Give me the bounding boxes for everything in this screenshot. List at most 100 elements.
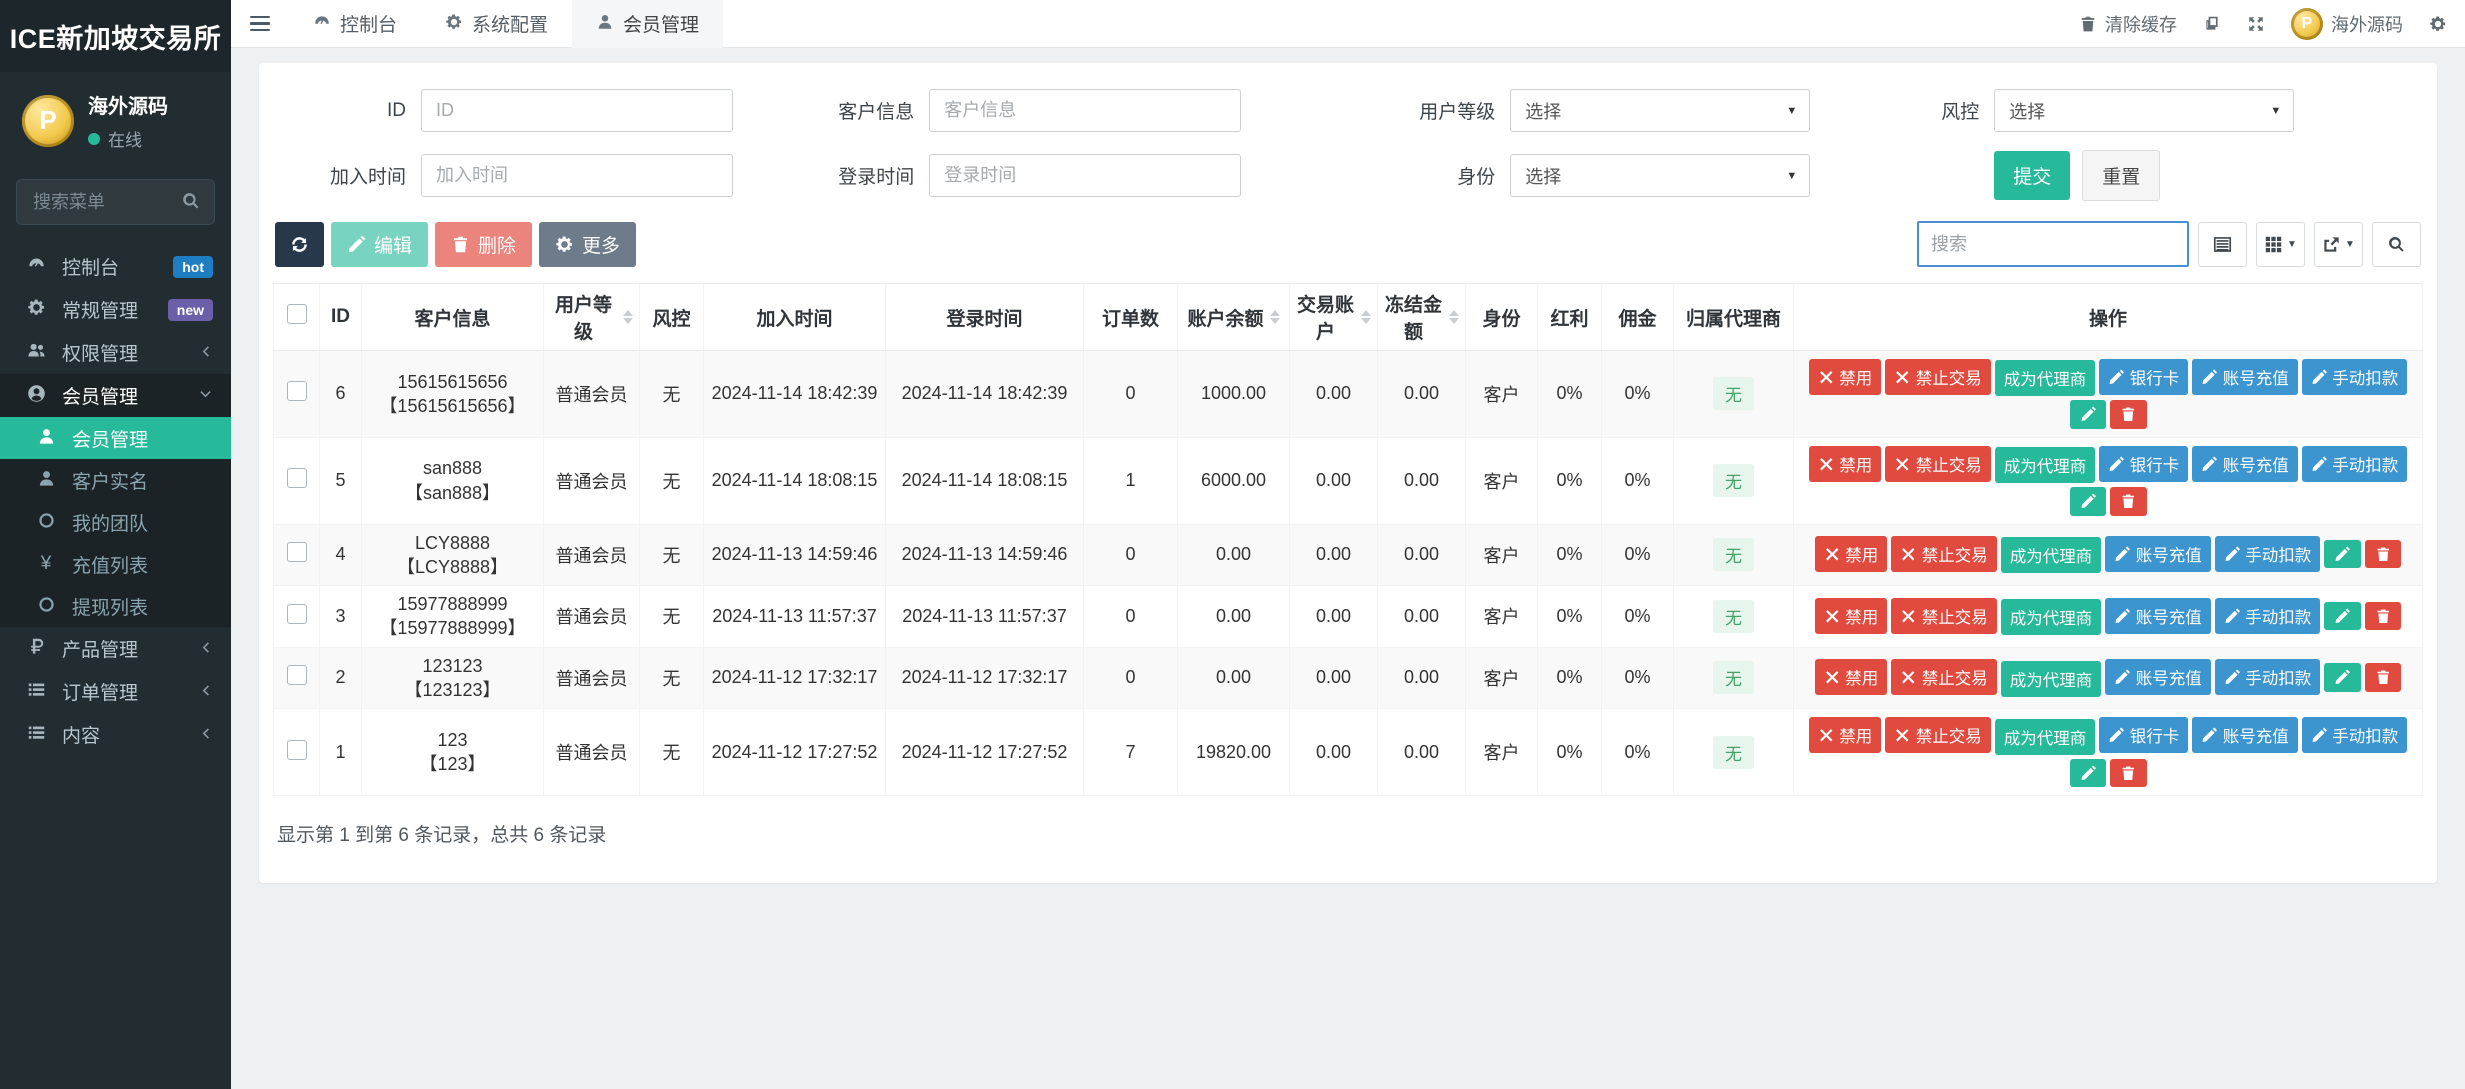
navbar-right: 清除缓存 P 海外源码 [2079,7,2465,40]
deduct-button[interactable]: 手动扣款 [2214,536,2321,573]
sidebar-item-订单管理[interactable]: 订单管理 [0,670,231,713]
disable-button[interactable]: 禁用 [1808,717,1882,754]
disable-button[interactable]: 禁用 [1808,359,1882,395]
fullscreen-icon[interactable] [2247,15,2265,33]
user-menu[interactable]: P 海外源码 [2291,7,2403,40]
deduct-button[interactable]: 手动扣款 [2301,445,2408,482]
filter-select-用户等级[interactable]: 选择 ▼ [1510,89,1811,132]
delete-row-button[interactable] [2110,400,2147,429]
detail-view-button[interactable] [2198,221,2247,267]
deduct-button[interactable]: 手动扣款 [2214,597,2321,634]
recharge-button[interactable]: 账号充值 [2105,536,2211,573]
clear-cache-button[interactable]: 清除缓存 [2079,11,2177,37]
delete-row-button[interactable] [2110,758,2147,788]
reset-button[interactable]: 重置 [2082,150,2161,201]
disable-button[interactable]: 禁用 [1814,597,1888,634]
filter-field: 客户信息 [791,89,1372,132]
submit-button[interactable]: 提交 [1994,151,2071,200]
export-button[interactable]: ▼ [2314,221,2363,267]
become-agent-button[interactable]: 成为代理商 [2000,599,2102,636]
recharge-button[interactable]: 账号充值 [2192,717,2298,754]
become-agent-button[interactable]: 成为代理商 [1994,718,2096,755]
tab-控制台[interactable]: 控制台 [289,0,421,48]
edit-button[interactable]: 编辑 [331,221,429,267]
more-button[interactable]: 更多 [539,221,637,267]
recharge-button[interactable]: 账号充值 [2105,597,2211,634]
edit-row-button[interactable] [2324,539,2361,569]
edit-row-button[interactable] [2069,487,2106,516]
delete-button[interactable]: 删除 [435,221,533,267]
sidebar-subitem-提现列表[interactable]: 提现列表 [0,585,231,627]
become-agent-button[interactable]: 成为代理商 [1994,447,2096,483]
column-header-frozen[interactable]: 冻结金额 [1377,283,1466,351]
filter-input-登录时间[interactable] [929,154,1242,197]
edit-row-button[interactable] [2324,663,2361,692]
tab-会员管理[interactable]: 会员管理 [572,0,724,48]
row-checkbox[interactable] [286,603,307,624]
recharge-button[interactable]: 账号充值 [2105,659,2211,696]
delete-row-button[interactable] [2364,539,2402,569]
forbid-trade-button[interactable]: 禁止交易 [1885,359,1991,395]
column-header-level[interactable]: 用户等级 [543,283,640,351]
sidebar-item-产品管理[interactable]: 产品管理 [0,627,231,670]
forbid-trade-button[interactable]: 禁止交易 [1885,717,1991,754]
sidebar-item-控制台[interactable]: 控制台 hot [0,245,231,288]
delete-row-button[interactable] [2364,601,2402,631]
filter-input-加入时间[interactable] [421,154,733,197]
row-checkbox[interactable] [286,542,307,563]
row-checkbox[interactable] [286,665,307,686]
edit-row-button[interactable] [2324,601,2361,631]
delete-row-button[interactable] [2364,663,2402,692]
sidebar-subitem-会员管理[interactable]: 会员管理 [0,417,231,459]
row-checkbox[interactable] [286,739,307,760]
column-header-trade_account[interactable]: 交易账户 [1289,283,1378,351]
sidebar-subitem-客户实名[interactable]: 客户实名 [0,459,231,501]
forbid-trade-button[interactable]: 禁止交易 [1891,597,1997,634]
become-agent-button[interactable]: 成为代理商 [1994,360,2096,397]
disable-button[interactable]: 禁用 [1814,659,1888,696]
sidebar-item-内容[interactable]: 内容 [0,713,231,756]
recharge-button[interactable]: 账号充值 [2192,445,2298,482]
sidebar-search-input[interactable] [16,179,215,225]
deduct-button[interactable]: 手动扣款 [2301,359,2408,395]
search-toggle-button[interactable] [2372,221,2421,267]
deduct-button[interactable]: 手动扣款 [2301,717,2408,754]
forbid-trade-button[interactable]: 禁止交易 [1885,445,1991,482]
sidebar-item-权限管理[interactable]: 权限管理 [0,331,231,374]
refresh-cache-icon[interactable] [2203,15,2221,33]
disable-button[interactable]: 禁用 [1808,445,1882,482]
refresh-button[interactable] [275,221,324,267]
forbid-trade-button[interactable]: 禁止交易 [1891,659,1997,696]
sidebar-subitem-我的团队[interactable]: 我的团队 [0,501,231,543]
bank-card-button[interactable]: 银行卡 [2099,359,2189,395]
filter-input-ID[interactable] [421,89,733,132]
customer-name: 123 [437,729,468,750]
disable-button[interactable]: 禁用 [1814,536,1888,573]
bank-card-button[interactable]: 银行卡 [2099,717,2189,754]
become-agent-button[interactable]: 成为代理商 [2000,660,2102,697]
select-all-checkbox[interactable] [286,304,307,324]
become-agent-button[interactable]: 成为代理商 [2000,537,2102,574]
filter-input-客户信息[interactable] [929,89,1242,132]
deduct-button[interactable]: 手动扣款 [2214,659,2321,696]
table-search-input[interactable] [1917,221,2189,267]
recharge-button[interactable]: 账号充值 [2192,359,2298,395]
filter-select-风控[interactable]: 选择 ▼ [1994,89,2295,132]
row-checkbox[interactable] [286,468,307,489]
sidebar-item-会员管理[interactable]: 会员管理 [0,374,231,417]
bank-card-button[interactable]: 银行卡 [2099,445,2189,482]
forbid-trade-button[interactable]: 禁止交易 [1891,536,1997,573]
filter-select-身份[interactable]: 选择 ▼ [1510,154,1811,197]
edit-row-button[interactable] [2069,400,2106,429]
edit-row-button[interactable] [2069,758,2106,788]
column-header-balance[interactable]: 账户余额 [1177,283,1290,351]
filter-field: 提交 重置 [1856,150,2413,201]
sidebar-subitem-充值列表[interactable]: ¥ 充值列表 [0,543,231,585]
tab-系统配置[interactable]: 系统配置 [421,0,572,48]
row-checkbox[interactable] [286,381,307,402]
settings-gear-icon[interactable] [2429,15,2447,33]
hamburger-menu-icon[interactable] [231,0,289,48]
columns-button[interactable]: ▼ [2256,221,2305,267]
delete-row-button[interactable] [2110,487,2147,516]
sidebar-item-常规管理[interactable]: 常规管理 new [0,288,231,331]
